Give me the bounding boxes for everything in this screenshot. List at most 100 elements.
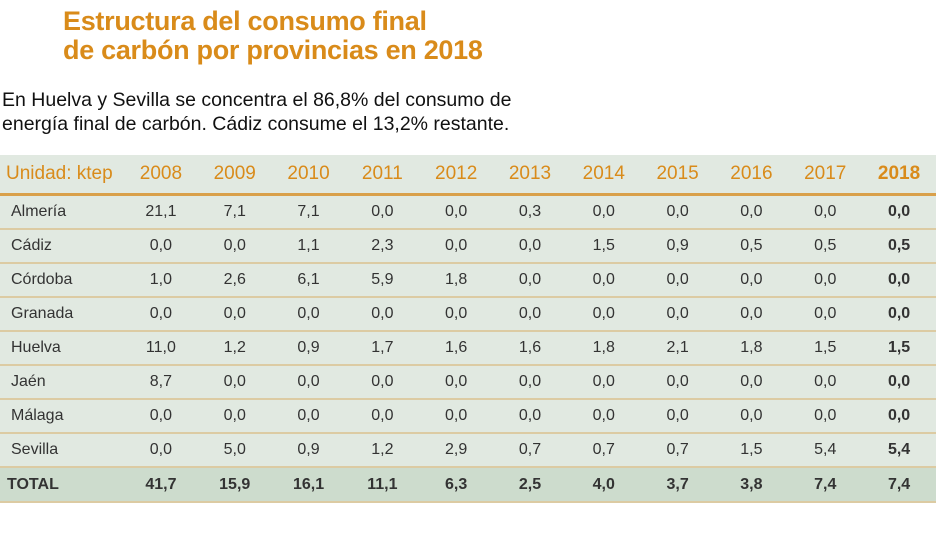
province-label: Córdoba [0, 263, 124, 298]
value-cell: 21,1 [124, 194, 198, 230]
value-cell: 0,0 [419, 194, 494, 230]
value-cell: 5,9 [345, 263, 420, 298]
value-cell: 0,0 [640, 263, 715, 298]
value-cell: 7,1 [197, 194, 272, 230]
value-cell: 0,0 [197, 297, 272, 332]
value-cell: 1,0 [124, 263, 198, 298]
year-header: 2016 [714, 155, 789, 196]
value-cell: 0,0 [788, 263, 863, 298]
chart-title: Estructura del consumo final de carbón po… [63, 7, 483, 65]
value-cell: 1,6 [419, 331, 494, 366]
value-cell: 0,0 [714, 365, 789, 400]
value-cell: 0,0 [345, 399, 420, 434]
value-cell: 0,0 [862, 194, 936, 230]
value-cell: 1,8 [714, 331, 789, 366]
province-label: Granada [0, 297, 124, 332]
title-line: Estructura del consumo final [63, 6, 427, 36]
value-cell: 0,0 [566, 194, 641, 230]
value-cell: 4,0 [566, 467, 641, 503]
value-cell: 0,0 [419, 229, 494, 264]
value-cell: 0,7 [566, 433, 641, 468]
value-cell: 6,1 [271, 263, 346, 298]
province-label: Huelva [0, 331, 124, 366]
value-cell: 0,0 [124, 399, 198, 434]
title-line: de carbón por provincias en 2018 [63, 35, 483, 65]
value-cell: 0,0 [862, 399, 936, 434]
value-cell: 0,0 [493, 297, 567, 332]
value-cell: 0,0 [640, 194, 715, 230]
year-header: 2017 [788, 155, 863, 196]
value-cell: 3,8 [714, 467, 789, 503]
value-cell: 15,9 [197, 467, 272, 503]
value-cell: 0,0 [714, 194, 789, 230]
value-cell: 2,9 [419, 433, 494, 468]
total-row: TOTAL 41,7 15,9 16,1 11,1 6,3 2,5 4,0 3,7 3,8 7,4 7… [0, 467, 936, 503]
value-cell: 7,1 [271, 194, 346, 230]
province-label: Cádiz [0, 229, 124, 264]
value-cell: 0,9 [271, 331, 346, 366]
subtitle-line: energía final de carbón. Cádiz consume e… [2, 113, 510, 135]
value-cell: 0,0 [788, 194, 863, 230]
value-cell: 0,0 [419, 365, 494, 400]
table-row: Granada 0,0 0,0 0,0 0,0 0,0 0,0 0,0 0,0 0,0 0,0 0,0 [0, 297, 936, 332]
table-row: Jaén 8,7 0,0 0,0 0,0 0,0 0,0 0,0 0,0 0,0 0,0 0,0 [0, 365, 936, 400]
value-cell: 1,2 [345, 433, 420, 468]
value-cell: 1,8 [419, 263, 494, 298]
value-cell: 0,0 [197, 229, 272, 264]
value-cell: 0,0 [124, 433, 198, 468]
value-cell: 0,0 [271, 399, 346, 434]
value-cell: 7,4 [788, 467, 863, 503]
province-label: Málaga [0, 399, 124, 434]
value-cell: 0,0 [197, 399, 272, 434]
year-header: 2014 [566, 155, 641, 196]
value-cell: 0,0 [345, 365, 420, 400]
value-cell: 1,5 [788, 331, 863, 366]
value-cell: 0,0 [493, 365, 567, 400]
value-cell: 0,0 [714, 399, 789, 434]
value-cell: 0,0 [345, 297, 420, 332]
consumption-table: Unidad: ktep 2008 2009 2010 2011 2012 2013 201… [0, 155, 936, 503]
table-row: Huelva 11,0 1,2 0,9 1,7 1,6 1,6 1,8 2,1 1,8 1,5 1,5 [0, 331, 936, 366]
year-header: 2012 [419, 155, 494, 196]
value-cell: 0,0 [566, 263, 641, 298]
value-cell: 0,0 [493, 399, 567, 434]
value-cell: 2,1 [640, 331, 715, 366]
value-cell: 1,6 [493, 331, 567, 366]
value-cell: 1,5 [714, 433, 789, 468]
value-cell: 0,0 [788, 365, 863, 400]
value-cell: 0,0 [714, 263, 789, 298]
value-cell: 1,2 [197, 331, 272, 366]
value-cell: 0,0 [345, 194, 420, 230]
value-cell: 1,1 [271, 229, 346, 264]
value-cell: 11,0 [124, 331, 198, 366]
value-cell: 0,7 [640, 433, 715, 468]
value-cell: 0,5 [862, 229, 936, 264]
chart-subtitle: En Huelva y Sevilla se concentra el 86,8… [2, 88, 602, 136]
table-body: Almería 21,1 7,1 7,1 0,0 0,0 0,3 0,0 0,0 0,0 0,0 0,… [0, 194, 936, 503]
subtitle-line: En Huelva y Sevilla se concentra el 86,8… [2, 89, 512, 111]
header-row: Unidad: ktep 2008 2009 2010 2011 2012 2013 201… [0, 155, 936, 196]
value-cell: 0,0 [493, 229, 567, 264]
value-cell: 16,1 [271, 467, 346, 503]
table-row: Sevilla 0,0 5,0 0,9 1,2 2,9 0,7 0,7 0,7 1,5 5,4 5,4 [0, 433, 936, 468]
value-cell: 0,0 [862, 365, 936, 400]
value-cell: 0,0 [419, 297, 494, 332]
value-cell: 0,0 [788, 399, 863, 434]
table-row: Cádiz 0,0 0,0 1,1 2,3 0,0 0,0 1,5 0,9 0,5 0,5 0,5 [0, 229, 936, 264]
value-cell: 8,7 [124, 365, 198, 400]
year-header: 2009 [197, 155, 272, 196]
value-cell: 1,7 [345, 331, 420, 366]
value-cell: 5,4 [788, 433, 863, 468]
value-cell: 0,0 [566, 365, 641, 400]
value-cell: 0,0 [271, 297, 346, 332]
value-cell: 0,0 [788, 297, 863, 332]
value-cell: 0,0 [566, 297, 641, 332]
province-label: Sevilla [0, 433, 124, 468]
unit-label: Unidad: ktep [0, 155, 124, 196]
table-row: Málaga 0,0 0,0 0,0 0,0 0,0 0,0 0,0 0,0 0,0 0,0 0,0 [0, 399, 936, 434]
value-cell: 0,9 [640, 229, 715, 264]
year-header: 2011 [345, 155, 420, 196]
year-header: 2015 [640, 155, 715, 196]
value-cell: 0,0 [714, 297, 789, 332]
value-cell: 0,0 [640, 297, 715, 332]
